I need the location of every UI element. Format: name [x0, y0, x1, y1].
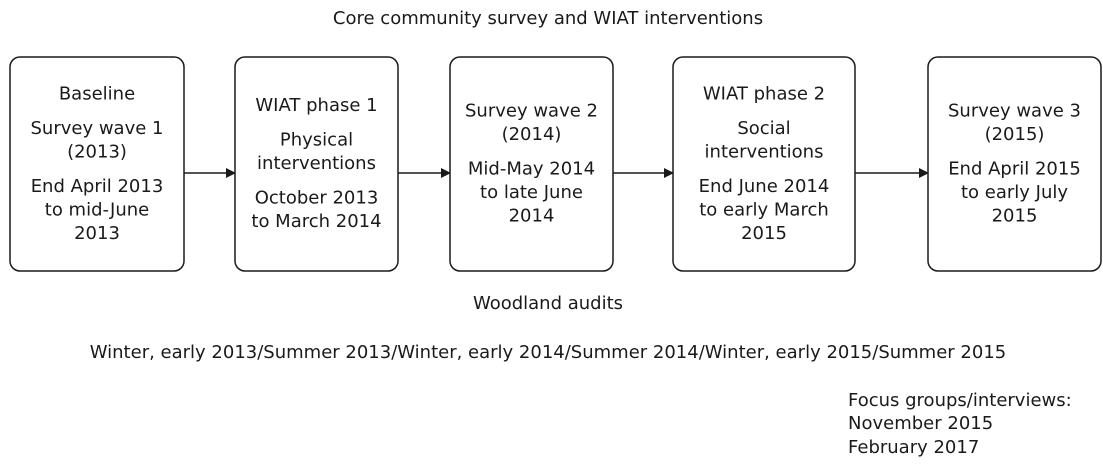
box-text: interventions — [705, 141, 824, 162]
box-text: 2013 — [74, 223, 120, 244]
box — [9, 56, 185, 272]
box-text: (2015) — [985, 124, 1045, 145]
box-text: Survey wave 1 — [31, 118, 164, 139]
woodland-label: Woodland audits — [473, 293, 623, 314]
focus-line: February 2017 — [848, 437, 979, 458]
box-text: Mid-May 2014 — [468, 159, 595, 180]
focus-line: November 2015 — [848, 413, 993, 434]
box-text: End June 2014 — [699, 176, 830, 197]
focus-line: Focus groups/interviews: — [848, 390, 1072, 411]
woodland-text: Winter, early 2013/Summer 2013/Winter, e… — [90, 342, 1006, 363]
box-text: to March 2014 — [251, 211, 381, 232]
box-text: WIAT phase 1 — [255, 95, 377, 116]
box-text: Survey wave 3 — [948, 101, 1081, 122]
box-text: Survey wave 2 — [465, 101, 598, 122]
box-text: to late June — [480, 182, 583, 203]
box-text: to early July — [961, 182, 1068, 203]
title: Core community survey and WIAT intervent… — [333, 8, 763, 29]
box-text: interventions — [257, 153, 376, 174]
box-text: (2013) — [67, 141, 127, 162]
box — [449, 56, 614, 272]
box-text: 2014 — [509, 206, 555, 227]
box — [234, 56, 399, 272]
box-text: Social — [737, 118, 790, 139]
box-text: Physical — [280, 130, 353, 151]
box-text: End April 2013 — [31, 176, 164, 197]
box-text: Baseline — [59, 83, 135, 104]
box-text: 2015 — [741, 223, 787, 244]
box-text: End April 2015 — [948, 159, 1081, 180]
box-text: 2015 — [992, 206, 1038, 227]
box — [672, 56, 856, 272]
box-text: (2014) — [502, 124, 562, 145]
box-text: WIAT phase 2 — [703, 83, 825, 104]
box-text: to mid-June — [45, 199, 149, 220]
box-text: to early March — [699, 199, 829, 220]
box-text: October 2013 — [255, 188, 379, 209]
box — [927, 56, 1102, 272]
